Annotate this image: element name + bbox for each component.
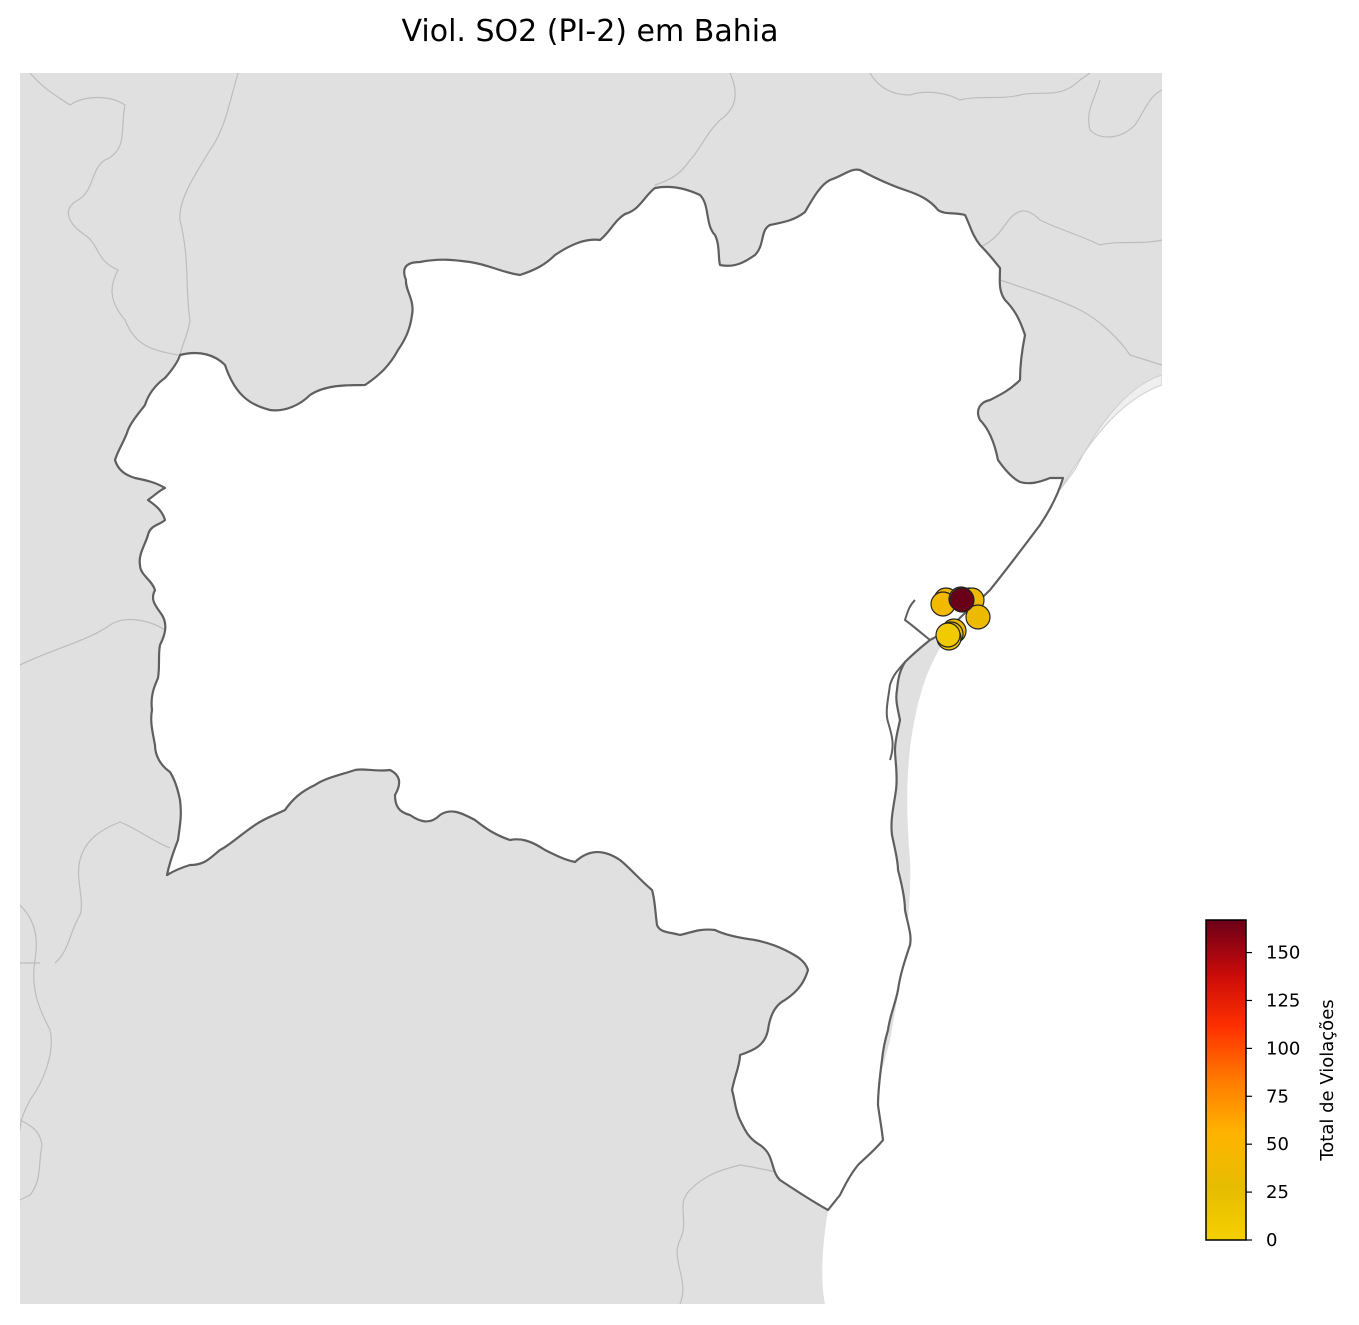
colorbar-tick-label: 150 [1266,943,1300,964]
colorbar-tick-label: 125 [1266,990,1300,1011]
bahia-state-shape [113,168,1065,1212]
coastal-shelf [1059,374,1162,491]
station-marker [935,622,961,648]
colorbar-label: Total de Violações [1317,999,1338,1161]
station-marker [965,604,991,630]
neighbor-state-borders [20,73,1162,1304]
station-markers [930,586,991,651]
colorbar-tick-label: 75 [1266,1086,1289,1107]
map-title: Viol. SO2 (PI-2) em Bahia [401,14,779,49]
colorbar-fill [1205,919,1247,1241]
bay-inlet [885,599,931,761]
station-marker [949,587,975,613]
colorbar-tick-label: 50 [1266,1134,1289,1155]
colorbar-tick-label: 100 [1266,1038,1300,1059]
colorbar-tick-label: 0 [1266,1230,1277,1251]
ocean [822,375,1162,1304]
colorbar: 0 25 50 75 100 125 150 Total de Violações [1205,919,1338,1251]
colorbar-tick-label: 25 [1266,1182,1289,1203]
colorbar-ticks: 0 25 50 75 100 125 150 [1246,943,1300,1251]
